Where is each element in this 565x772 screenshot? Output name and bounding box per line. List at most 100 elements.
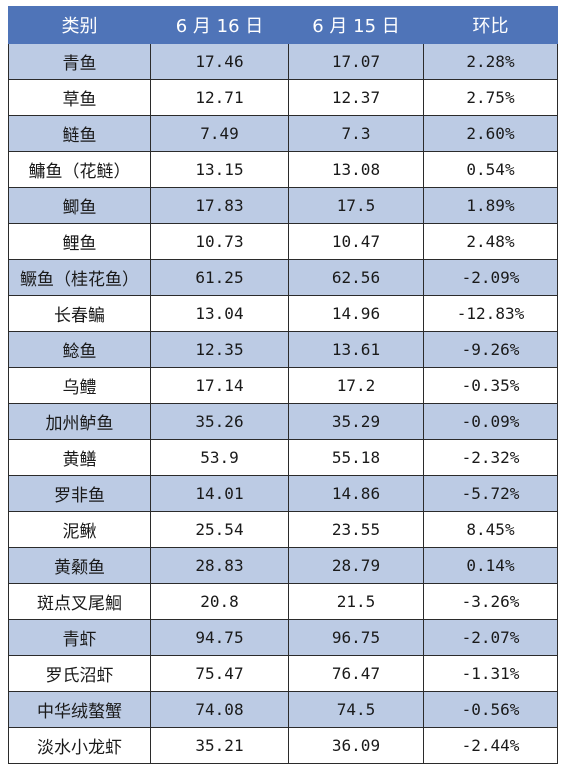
row-price-jun16: 53.9 <box>150 439 289 476</box>
table-row: 鲶鱼 12.35 13.61 -9.26% <box>8 331 558 368</box>
row-category: 罗氏沼虾 <box>8 655 151 692</box>
row-change: -0.09% <box>423 403 558 440</box>
row-price-jun16: 10.73 <box>150 223 289 260</box>
row-price-jun16: 17.14 <box>150 367 289 404</box>
table-row: 中华绒螯蟹 74.08 74.5 -0.56% <box>8 691 558 728</box>
row-price-jun15: 12.37 <box>288 79 424 116</box>
row-category: 乌鳢 <box>8 367 151 404</box>
header-row: 类别 6 月 16 日 6 月 15 日 环比 <box>8 6 558 44</box>
row-change: -2.32% <box>423 439 558 476</box>
table-row: 鲢鱼 7.49 7.3 2.60% <box>8 115 558 152</box>
row-change: -2.09% <box>423 259 558 296</box>
row-change: 2.28% <box>423 43 558 80</box>
row-price-jun16: 20.8 <box>150 583 289 620</box>
row-price-jun15: 13.61 <box>288 331 424 368</box>
table-row: 鲤鱼 10.73 10.47 2.48% <box>8 223 558 260</box>
row-price-jun16: 25.54 <box>150 511 289 548</box>
table-row: 泥鳅 25.54 23.55 8.45% <box>8 511 558 548</box>
row-category: 鲫鱼 <box>8 187 151 224</box>
table-row: 乌鳢 17.14 17.2 -0.35% <box>8 367 558 404</box>
row-category: 草鱼 <box>8 79 151 116</box>
price-table: 类别 6 月 16 日 6 月 15 日 环比 青鱼 17.46 17.07 2.28… <box>8 6 558 764</box>
table-row: 黄鳝 53.9 55.18 -2.32% <box>8 439 558 476</box>
header-date-jun16: 6 月 16 日 <box>150 6 289 44</box>
row-category: 鲶鱼 <box>8 331 151 368</box>
row-change: -5.72% <box>423 475 558 512</box>
row-category: 长春鳊 <box>8 295 151 332</box>
row-category: 黄鳝 <box>8 439 151 476</box>
row-price-jun15: 55.18 <box>288 439 424 476</box>
header-change: 环比 <box>423 6 558 44</box>
row-price-jun16: 12.71 <box>150 79 289 116</box>
row-price-jun16: 94.75 <box>150 619 289 656</box>
row-category: 泥鳅 <box>8 511 151 548</box>
row-price-jun15: 17.2 <box>288 367 424 404</box>
row-price-jun16: 14.01 <box>150 475 289 512</box>
row-category: 鲤鱼 <box>8 223 151 260</box>
row-price-jun15: 17.5 <box>288 187 424 224</box>
row-price-jun16: 28.83 <box>150 547 289 584</box>
row-change: -2.44% <box>423 727 558 764</box>
row-category: 中华绒螯蟹 <box>8 691 151 728</box>
table-row: 加州鲈鱼 35.26 35.29 -0.09% <box>8 403 558 440</box>
row-price-jun16: 74.08 <box>150 691 289 728</box>
row-change: -2.07% <box>423 619 558 656</box>
header-date-jun15: 6 月 15 日 <box>288 6 424 44</box>
row-price-jun15: 35.29 <box>288 403 424 440</box>
row-category: 鲢鱼 <box>8 115 151 152</box>
row-change: 0.54% <box>423 151 558 188</box>
table-row: 青虾 94.75 96.75 -2.07% <box>8 619 558 656</box>
row-change: -0.35% <box>423 367 558 404</box>
row-category: 鳜鱼（桂花鱼） <box>8 259 151 296</box>
table-row: 青鱼 17.46 17.07 2.28% <box>8 43 558 80</box>
row-price-jun15: 21.5 <box>288 583 424 620</box>
row-price-jun15: 28.79 <box>288 547 424 584</box>
price-table-container: 类别 6 月 16 日 6 月 15 日 环比 青鱼 17.46 17.07 2.28… <box>8 6 558 764</box>
table-body: 青鱼 17.46 17.07 2.28% 草鱼 12.71 12.37 2.75% 鲢鱼 7.49… <box>8 43 558 764</box>
row-change: 2.48% <box>423 223 558 260</box>
row-change: 8.45% <box>423 511 558 548</box>
row-price-jun16: 17.46 <box>150 43 289 80</box>
row-price-jun16: 35.26 <box>150 403 289 440</box>
row-price-jun16: 13.15 <box>150 151 289 188</box>
row-price-jun15: 76.47 <box>288 655 424 692</box>
row-change: 1.89% <box>423 187 558 224</box>
row-change: 2.75% <box>423 79 558 116</box>
row-price-jun16: 61.25 <box>150 259 289 296</box>
row-price-jun15: 23.55 <box>288 511 424 548</box>
row-price-jun16: 7.49 <box>150 115 289 152</box>
row-change: -0.56% <box>423 691 558 728</box>
row-change: 0.14% <box>423 547 558 584</box>
table-row: 长春鳊 13.04 14.96 -12.83% <box>8 295 558 332</box>
row-price-jun15: 10.47 <box>288 223 424 260</box>
row-price-jun15: 36.09 <box>288 727 424 764</box>
table-row: 鲫鱼 17.83 17.5 1.89% <box>8 187 558 224</box>
row-category: 淡水小龙虾 <box>8 727 151 764</box>
table-row: 鳜鱼（桂花鱼） 61.25 62.56 -2.09% <box>8 259 558 296</box>
row-price-jun15: 14.96 <box>288 295 424 332</box>
row-category: 罗非鱼 <box>8 475 151 512</box>
row-change: 2.60% <box>423 115 558 152</box>
table-row: 草鱼 12.71 12.37 2.75% <box>8 79 558 116</box>
row-change: -3.26% <box>423 583 558 620</box>
row-price-jun15: 96.75 <box>288 619 424 656</box>
row-price-jun15: 17.07 <box>288 43 424 80</box>
header-category: 类别 <box>8 6 151 44</box>
table-header: 类别 6 月 16 日 6 月 15 日 环比 <box>8 6 558 44</box>
row-change: -9.26% <box>423 331 558 368</box>
row-price-jun15: 74.5 <box>288 691 424 728</box>
row-price-jun16: 35.21 <box>150 727 289 764</box>
row-price-jun16: 17.83 <box>150 187 289 224</box>
row-price-jun16: 75.47 <box>150 655 289 692</box>
table-row: 罗非鱼 14.01 14.86 -5.72% <box>8 475 558 512</box>
row-price-jun15: 14.86 <box>288 475 424 512</box>
table-row: 鳙鱼（花鲢） 13.15 13.08 0.54% <box>8 151 558 188</box>
row-change: -1.31% <box>423 655 558 692</box>
table-row: 淡水小龙虾 35.21 36.09 -2.44% <box>8 727 558 764</box>
row-category: 加州鲈鱼 <box>8 403 151 440</box>
row-price-jun16: 13.04 <box>150 295 289 332</box>
row-category: 青鱼 <box>8 43 151 80</box>
row-price-jun16: 12.35 <box>150 331 289 368</box>
row-category: 黄颡鱼 <box>8 547 151 584</box>
table-row: 黄颡鱼 28.83 28.79 0.14% <box>8 547 558 584</box>
